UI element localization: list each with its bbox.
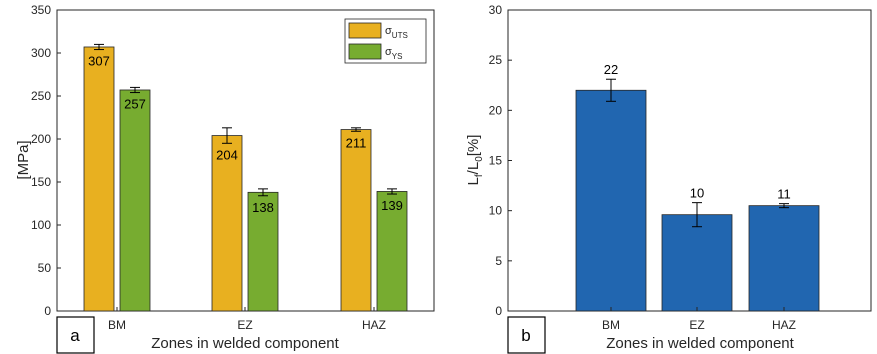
data-label: 307 bbox=[88, 54, 110, 69]
panel-a-x-axis: BM EZ HAZ bbox=[108, 307, 386, 332]
y-tick-label: 25 bbox=[489, 53, 503, 67]
bar-bm-uts bbox=[83, 46, 115, 312]
category-label-bm: BM bbox=[108, 318, 126, 332]
panel-a-legend: σUTS σYS bbox=[344, 18, 427, 64]
legend-entry-ys: σYS bbox=[385, 46, 402, 61]
panel-b-letter-box bbox=[507, 316, 546, 354]
category-label-ez: EZ bbox=[689, 318, 704, 332]
y-tick-label: 300 bbox=[31, 46, 51, 60]
y-tick-label: 100 bbox=[31, 218, 51, 232]
category-label-haz: HAZ bbox=[362, 318, 386, 332]
legend-swatch-ys bbox=[348, 43, 382, 60]
panel-b-y-axis: 0 5 10 15 20 25 30 bbox=[489, 3, 512, 318]
y-tick-label: 50 bbox=[38, 261, 52, 275]
panel-b-bars: 22 10 11 bbox=[575, 62, 820, 312]
y-tick-label: 0 bbox=[495, 304, 502, 318]
panel-b-y-axis-label: Lf/L0[%] bbox=[465, 135, 485, 186]
bar-ez-value bbox=[661, 214, 733, 312]
bar-bm-value bbox=[575, 89, 647, 312]
y-tick-label: 20 bbox=[489, 103, 503, 117]
panel-a-bars: 307 257 204 138 211 139 bbox=[83, 43, 408, 312]
panel-b-letter: b bbox=[521, 326, 530, 345]
data-label: 211 bbox=[346, 135, 367, 150]
data-label: 138 bbox=[252, 200, 274, 215]
panel-b-chart: 0 5 10 15 20 25 30 22 10 11 BM EZ HAZ Lf/L0[%] Zon… bbox=[465, 3, 872, 354]
y-tick-label: 0 bbox=[44, 304, 51, 318]
panel-a-y-axis-label: [MPa] bbox=[15, 140, 32, 179]
y-tick-label: 5 bbox=[495, 254, 502, 268]
panel-a-x-axis-label: Zones in welded component bbox=[151, 335, 339, 352]
y-tick-label: 15 bbox=[489, 154, 503, 168]
panel-a-letter: a bbox=[70, 326, 80, 345]
panel-a-y-axis: 0 50 100 150 200 250 300 350 bbox=[31, 3, 61, 318]
data-label: 139 bbox=[381, 198, 403, 213]
data-label: 204 bbox=[216, 147, 238, 162]
data-label: 11 bbox=[777, 187, 791, 202]
bar-haz-ys bbox=[376, 191, 408, 312]
bar-ez-ys bbox=[247, 191, 279, 312]
y-tick-label: 200 bbox=[31, 132, 51, 146]
legend-swatch-uts bbox=[348, 22, 382, 39]
y-tick-label: 350 bbox=[31, 3, 51, 17]
data-label: 257 bbox=[124, 97, 146, 112]
bar-haz-value bbox=[748, 205, 820, 312]
data-label: 10 bbox=[690, 186, 704, 201]
category-label-bm: BM bbox=[602, 318, 620, 332]
category-label-ez: EZ bbox=[237, 318, 252, 332]
bar-haz-uts bbox=[340, 129, 372, 312]
panel-a-letter-box bbox=[56, 316, 95, 354]
bar-bm-ys bbox=[119, 89, 151, 312]
category-label-haz: HAZ bbox=[772, 318, 796, 332]
panel-a-chart: 0 50 100 150 200 250 300 350 307 257 204 138 211 139… bbox=[15, 3, 435, 354]
data-label: 22 bbox=[604, 62, 618, 77]
y-tick-label: 10 bbox=[489, 204, 503, 218]
y-tick-label: 250 bbox=[31, 89, 51, 103]
y-tick-label: 150 bbox=[31, 175, 51, 189]
panel-b-x-axis-label: Zones in welded component bbox=[606, 335, 794, 352]
panel-b-x-axis: BM EZ HAZ bbox=[602, 307, 796, 332]
bar-ez-uts bbox=[211, 135, 243, 312]
y-tick-label: 30 bbox=[489, 3, 503, 17]
legend-entry-uts: σUTS bbox=[385, 25, 408, 40]
